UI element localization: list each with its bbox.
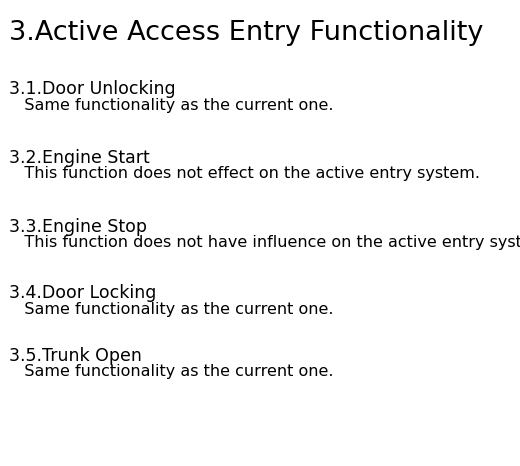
Text: 3.4.Door Locking: 3.4.Door Locking (9, 284, 157, 302)
Text: Same functionality as the current one.: Same functionality as the current one. (9, 98, 334, 113)
Text: This function does not have influence on the active entry system.: This function does not have influence on… (9, 235, 520, 250)
Text: This function does not effect on the active entry system.: This function does not effect on the act… (9, 166, 480, 181)
Text: 3.3.Engine Stop: 3.3.Engine Stop (9, 218, 147, 236)
Text: 3.2.Engine Start: 3.2.Engine Start (9, 149, 150, 167)
Text: 3.1.Door Unlocking: 3.1.Door Unlocking (9, 80, 176, 98)
Text: Same functionality as the current one.: Same functionality as the current one. (9, 364, 334, 379)
Text: Same functionality as the current one.: Same functionality as the current one. (9, 302, 334, 316)
Text: 3.Active Access Entry Functionality: 3.Active Access Entry Functionality (9, 20, 484, 46)
Text: 3.5.Trunk Open: 3.5.Trunk Open (9, 347, 142, 365)
